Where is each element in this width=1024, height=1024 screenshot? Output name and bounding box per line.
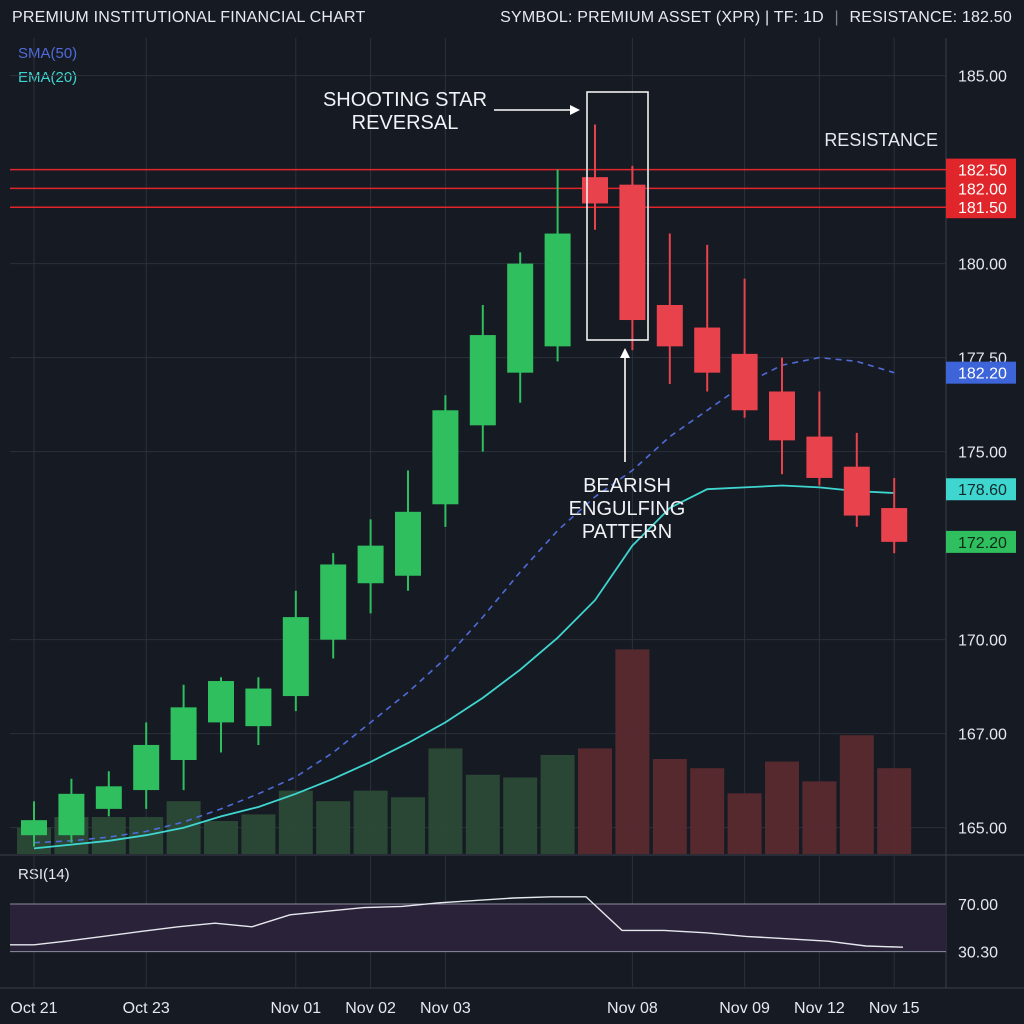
- legend-ema[interactable]: EMA(20): [18, 69, 78, 86]
- candle-body: [843, 466, 870, 516]
- volume-bar: [278, 790, 313, 854]
- chart-title: PREMIUM INSTITUTIONAL FINANCIAL CHART: [12, 9, 366, 26]
- y-tick-label: 170.00: [958, 633, 1007, 650]
- volume-bar: [428, 748, 463, 854]
- volume-bar: [839, 735, 874, 854]
- volume-bar: [503, 777, 538, 854]
- resistance-label: RESISTANCE: [824, 130, 938, 150]
- candle-body: [544, 233, 571, 347]
- volume-bar: [204, 821, 238, 854]
- volume-bar: [316, 801, 351, 854]
- y-tick-label: 175.00: [958, 445, 1007, 462]
- shooting-star-label: REVERSAL: [352, 112, 459, 134]
- volume-bar: [540, 755, 575, 854]
- candle-body: [95, 786, 122, 809]
- candle-body: [170, 707, 197, 760]
- candle-body: [619, 184, 646, 321]
- candle-body: [432, 410, 459, 505]
- price-tag: [946, 530, 1016, 553]
- ema20-line: [33, 484, 895, 850]
- resistance-tag-label: 181.50: [958, 200, 1007, 217]
- volume-bar: [578, 748, 612, 854]
- candle-body: [881, 508, 908, 542]
- rsi-upper-label: 70.00: [958, 897, 998, 914]
- y-tick-label: 185.00: [958, 69, 1007, 86]
- price-tag: [946, 478, 1016, 501]
- candle-body: [769, 391, 795, 441]
- candle-body: [507, 263, 534, 373]
- candle-body: [208, 681, 234, 723]
- rsi-line: [10, 896, 904, 948]
- price-tag-label: 172.20: [958, 535, 1007, 552]
- volume-bar: [765, 761, 799, 854]
- candle-body: [694, 327, 721, 373]
- rsi-band: [10, 904, 946, 952]
- rsi-lower-label: 30.30: [958, 945, 998, 962]
- x-tick-label: Nov 02: [345, 1000, 396, 1017]
- y-tick-label: 167.00: [958, 727, 1007, 744]
- header-info: SYMBOL: PREMIUM ASSET (XPR) | TF: 1D | R…: [500, 9, 1012, 27]
- candle-body: [21, 820, 47, 836]
- volume-bar: [615, 649, 650, 854]
- candle-body: [806, 436, 833, 478]
- x-tick-label: Nov 03: [420, 1000, 471, 1017]
- candle-body: [282, 617, 309, 697]
- engulfing-label: PATTERN: [582, 521, 672, 543]
- y-tick-label: 180.00: [958, 257, 1007, 274]
- resistance-info: RESISTANCE: 182.50: [849, 9, 1012, 26]
- x-tick-label: Nov 09: [719, 1000, 770, 1017]
- volume-bar: [727, 793, 762, 854]
- x-tick-label: Nov 15: [869, 1000, 920, 1017]
- x-tick-label: Nov 12: [794, 1000, 845, 1017]
- price-tag-label: 178.60: [958, 482, 1007, 499]
- header-separator: |: [834, 9, 839, 26]
- volume-bar: [91, 817, 126, 854]
- price-tag-label: 182.20: [958, 366, 1007, 383]
- rsi-label: RSI(14): [18, 866, 70, 883]
- legend-sma[interactable]: SMA(50): [18, 45, 78, 62]
- volume-bar: [465, 774, 500, 854]
- candle-body: [395, 511, 421, 576]
- candle-body: [58, 793, 85, 836]
- volume-bar: [241, 814, 276, 854]
- x-tick-label: Nov 08: [607, 1000, 658, 1017]
- symbol-info: SYMBOL: PREMIUM ASSET (XPR) | TF: 1D: [500, 9, 824, 26]
- candle-body: [133, 744, 160, 791]
- resistance-tag: [946, 158, 1016, 181]
- candle-body: [469, 335, 496, 426]
- x-tick-label: Oct 23: [123, 1000, 170, 1017]
- volume-bar: [877, 768, 912, 854]
- y-tick-label: 165.00: [958, 821, 1007, 838]
- engulfing-label: ENGULFING: [569, 498, 686, 520]
- engulfing-label: BEARISH: [583, 475, 671, 497]
- volume-bar: [690, 768, 725, 854]
- candle-body: [320, 564, 347, 640]
- candle-body: [656, 304, 683, 347]
- volume-bar: [652, 758, 687, 854]
- candle-body: [357, 545, 384, 584]
- sma50-line: [33, 356, 895, 844]
- x-tick-label: Nov 01: [270, 1000, 321, 1017]
- resistance-tag-label: 182.50: [958, 163, 1007, 180]
- x-tick-label: Oct 21: [10, 1000, 57, 1017]
- volume-bar: [391, 797, 425, 854]
- price-tag: [946, 361, 1016, 384]
- pattern-highlight-box: [586, 91, 649, 341]
- resistance-tag: [946, 196, 1016, 219]
- volume-bar: [802, 781, 837, 854]
- candle-body: [245, 688, 272, 727]
- shooting-star-label: SHOOTING STAR: [323, 89, 487, 111]
- volume-bar: [353, 790, 388, 854]
- resistance-tag: [946, 177, 1016, 200]
- candle-body: [731, 353, 758, 411]
- candle-body: [582, 177, 608, 204]
- resistance-tag-label: 182.00: [958, 181, 1007, 198]
